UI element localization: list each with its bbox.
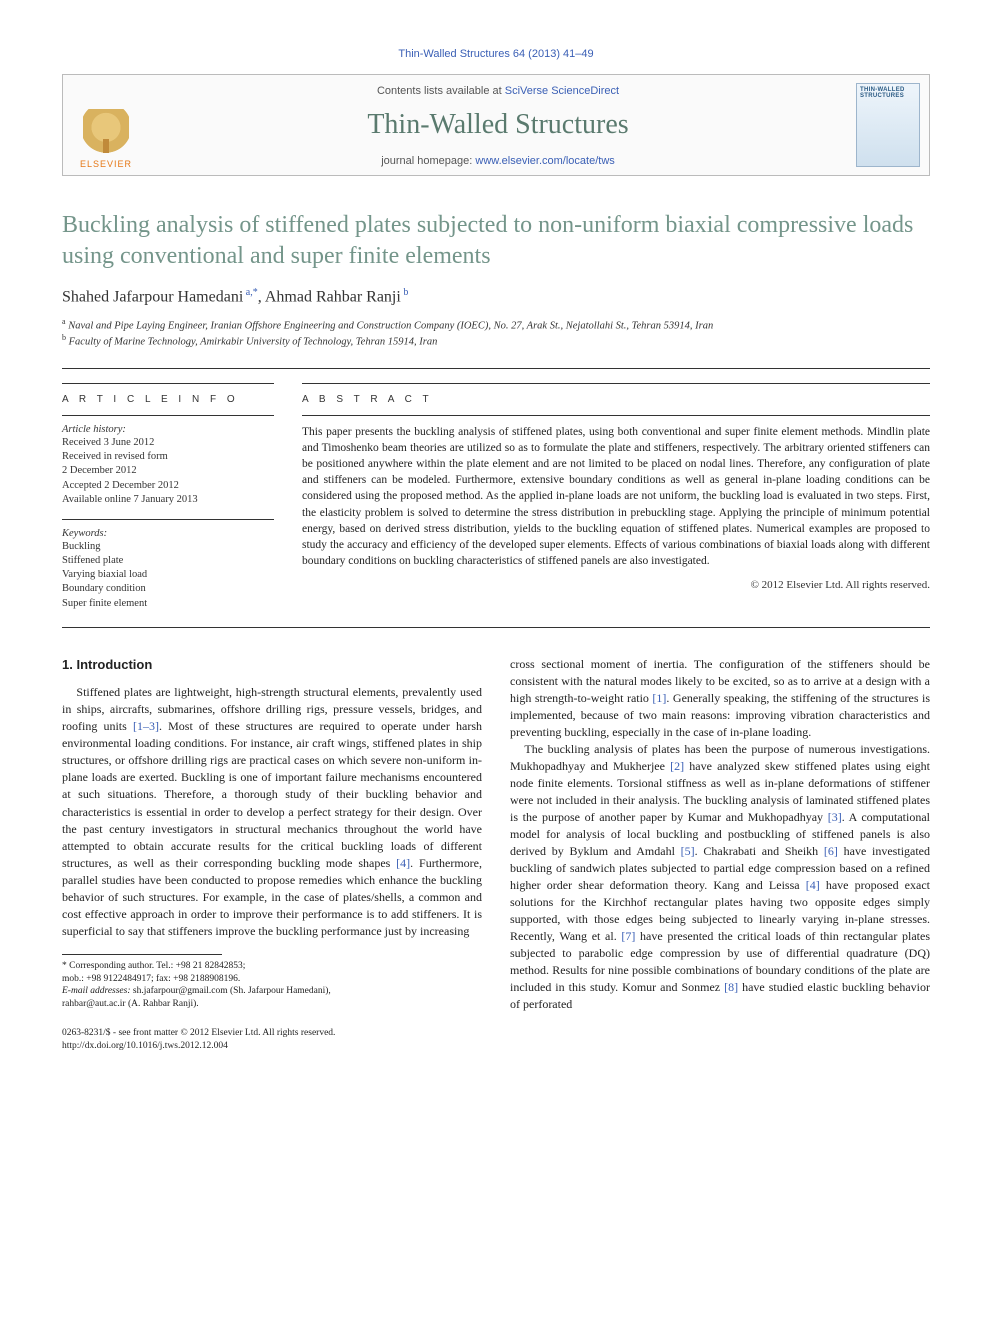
rule-abs-mid <box>302 415 930 416</box>
footer-left: 0263-8231/$ - see front matter © 2012 El… <box>62 1027 335 1054</box>
ref-8[interactable]: [8] <box>724 980 738 994</box>
footnotes: * Corresponding author. Tel.: +98 21 828… <box>62 960 472 1011</box>
issn-line: 0263-8231/$ - see front matter © 2012 El… <box>62 1027 335 1040</box>
rule-abs-top <box>302 383 930 384</box>
author-1-marks: a,* <box>243 287 257 298</box>
history-label: Article history: <box>62 424 274 435</box>
author-1[interactable]: Shahed Jafarpour Hamedani <box>62 289 243 306</box>
affiliation-a: a Naval and Pipe Laying Engineer, Irania… <box>62 317 930 334</box>
history-line-3: Accepted 2 December 2012 <box>62 479 274 493</box>
keyword-2: Varying biaxial load <box>62 568 274 582</box>
author-2[interactable]: Ahmad Rahbar Ranji <box>265 289 401 306</box>
section-1-heading: 1. Introduction <box>62 656 482 674</box>
rule-info-top <box>62 383 274 384</box>
rule-info-mid <box>62 415 274 416</box>
rule-top <box>62 368 930 369</box>
publisher-name: ELSEVIER <box>80 159 132 169</box>
history-body: Received 3 June 2012 Received in revised… <box>62 436 274 507</box>
cover-title: THIN-WALLED STRUCTURES <box>860 87 916 99</box>
abstract-text: This paper presents the buckling analysi… <box>302 424 930 569</box>
doi-link[interactable]: http://dx.doi.org/10.1016/j.tws.2012.12.… <box>62 1040 335 1053</box>
history-line-2: 2 December 2012 <box>62 464 274 478</box>
email-2[interactable]: rahbar@aut.ac.ir (A. Rahbar Ranji). <box>62 998 472 1011</box>
keywords-body: Buckling Stiffened plate Varying biaxial… <box>62 540 274 611</box>
ref-3[interactable]: [3] <box>828 810 842 824</box>
journal-cover-thumb: THIN-WALLED STRUCTURES <box>856 83 920 167</box>
ref-4a[interactable]: [4] <box>396 856 410 870</box>
masthead-center: Contents lists available at SciVerse Sci… <box>149 75 847 175</box>
running-head: Thin-Walled Structures 64 (2013) 41–49 <box>62 48 930 60</box>
corr-author-line: * Corresponding author. Tel.: +98 21 828… <box>62 960 472 973</box>
body-columns: 1. Introduction Stiffened plates are lig… <box>62 656 930 1054</box>
ref-1-3[interactable]: [1–3] <box>133 719 159 733</box>
author-1-mark-text: a,* <box>246 287 258 298</box>
ref-2[interactable]: [2] <box>670 759 684 773</box>
authors: Shahed Jafarpour Hamedani a,*, Ahmad Rah… <box>62 287 930 306</box>
elsevier-tree-icon <box>83 109 129 155</box>
author-2-marks: b <box>401 287 409 298</box>
rule-kw-top <box>62 519 274 520</box>
ref-6[interactable]: [6] <box>824 844 838 858</box>
masthead: ELSEVIER Contents lists available at Sci… <box>62 74 930 176</box>
para-1-col2: cross sectional moment of inertia. The c… <box>510 656 930 741</box>
rule-bottom <box>62 627 930 628</box>
email-line: E-mail addresses: sh.jafarpour@gmail.com… <box>62 985 472 998</box>
email-1[interactable]: sh.jafarpour@gmail.com (Sh. Jafarpour Ha… <box>133 986 331 996</box>
article-info-label: A R T I C L E I N F O <box>62 394 274 405</box>
para-2: The buckling analysis of plates has been… <box>510 741 930 1014</box>
p1b: . Most of these structures are required … <box>62 719 482 869</box>
para-1-col1: Stiffened plates are lightweight, high-s… <box>62 684 482 939</box>
affil-a-text: Naval and Pipe Laying Engineer, Iranian … <box>68 320 713 331</box>
affil-b-mark: b <box>62 333 66 342</box>
keyword-1: Stiffened plate <box>62 554 274 568</box>
contents-line: Contents lists available at SciVerse Sci… <box>159 85 837 97</box>
p2d: . Chakrabati and Sheikh <box>695 844 824 858</box>
keyword-0: Buckling <box>62 540 274 554</box>
contents-prefix: Contents lists available at <box>377 85 505 97</box>
meta-row: A R T I C L E I N F O Article history: R… <box>62 383 930 611</box>
keyword-3: Boundary condition <box>62 582 274 596</box>
affil-a-mark: a <box>62 317 66 326</box>
ref-4b[interactable]: [4] <box>806 878 820 892</box>
history-line-1: Received in revised form <box>62 450 274 464</box>
cover-block: THIN-WALLED STRUCTURES <box>847 75 929 175</box>
history-line-0: Received 3 June 2012 <box>62 436 274 450</box>
journal-name: Thin-Walled Structures <box>159 109 837 141</box>
abstract-copyright: © 2012 Elsevier Ltd. All rights reserved… <box>302 579 930 591</box>
abstract-label: A B S T R A C T <box>302 394 930 405</box>
affil-b-text: Faculty of Marine Technology, Amirkabir … <box>69 337 438 348</box>
article-info: A R T I C L E I N F O Article history: R… <box>62 383 274 611</box>
footnote-separator <box>62 954 222 955</box>
article-title: Buckling analysis of stiffened plates su… <box>62 210 930 271</box>
homepage-line: journal homepage: www.elsevier.com/locat… <box>159 155 837 167</box>
affiliation-b: b Faculty of Marine Technology, Amirkabi… <box>62 333 930 350</box>
page-footer: 0263-8231/$ - see front matter © 2012 El… <box>62 1027 472 1054</box>
page: Thin-Walled Structures 64 (2013) 41–49 E… <box>0 0 992 1094</box>
keywords-label: Keywords: <box>62 528 274 539</box>
homepage-link[interactable]: www.elsevier.com/locate/tws <box>475 155 614 167</box>
author-2-mark-text: b <box>403 287 408 298</box>
ref-7[interactable]: [7] <box>621 929 635 943</box>
keyword-4: Super finite element <box>62 597 274 611</box>
sciencedirect-link[interactable]: SciVerse ScienceDirect <box>505 85 619 97</box>
abstract-block: A B S T R A C T This paper presents the … <box>302 383 930 611</box>
homepage-prefix: journal homepage: <box>381 155 475 167</box>
publisher-block: ELSEVIER <box>63 75 149 175</box>
history-line-4: Available online 7 January 2013 <box>62 493 274 507</box>
corr-mob-line: mob.: +98 9122484917; fax: +98 218890819… <box>62 973 472 986</box>
email-label: E-mail addresses: <box>62 986 131 996</box>
ref-1[interactable]: [1] <box>652 691 666 705</box>
affiliations: a Naval and Pipe Laying Engineer, Irania… <box>62 317 930 350</box>
ref-5[interactable]: [5] <box>681 844 695 858</box>
